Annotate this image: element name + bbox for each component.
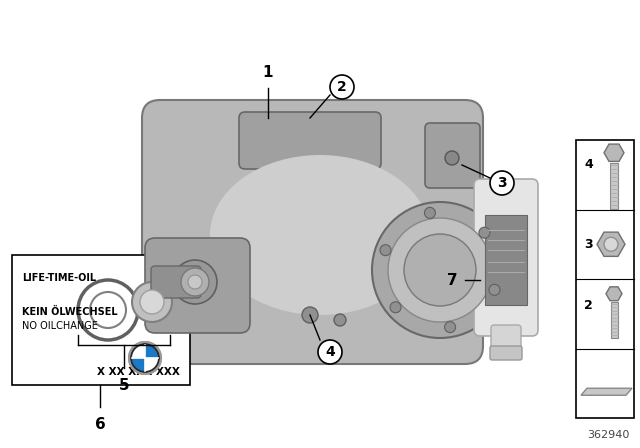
Text: 7: 7 <box>447 272 458 288</box>
Circle shape <box>388 218 492 322</box>
FancyBboxPatch shape <box>142 100 483 364</box>
Wedge shape <box>145 345 158 358</box>
Circle shape <box>380 245 391 256</box>
Text: 3: 3 <box>584 238 593 251</box>
FancyBboxPatch shape <box>151 266 201 298</box>
Wedge shape <box>132 345 145 358</box>
Bar <box>576 140 634 418</box>
Text: 1: 1 <box>263 65 273 80</box>
Circle shape <box>318 340 342 364</box>
Circle shape <box>390 302 401 313</box>
Text: 6: 6 <box>95 417 106 432</box>
FancyBboxPatch shape <box>425 123 480 188</box>
Wedge shape <box>145 358 158 371</box>
Bar <box>610 163 618 209</box>
Text: LIFE-TIME-OIL: LIFE-TIME-OIL <box>22 273 96 283</box>
Circle shape <box>90 292 126 328</box>
Text: NO OILCHANGE: NO OILCHANGE <box>22 321 98 331</box>
Circle shape <box>490 171 514 195</box>
Circle shape <box>188 275 202 289</box>
Text: 3: 3 <box>497 176 507 190</box>
Circle shape <box>489 284 500 295</box>
Circle shape <box>132 282 172 322</box>
Wedge shape <box>132 358 145 371</box>
FancyBboxPatch shape <box>145 238 250 333</box>
Circle shape <box>129 342 161 374</box>
Circle shape <box>334 314 346 326</box>
Circle shape <box>173 260 217 304</box>
Polygon shape <box>581 388 632 395</box>
Circle shape <box>479 227 490 238</box>
Text: 5: 5 <box>118 378 129 393</box>
Text: 2: 2 <box>584 299 593 312</box>
Circle shape <box>445 151 459 165</box>
Circle shape <box>140 290 164 314</box>
Bar <box>611 302 618 338</box>
Text: KEIN ÖLWECHSEL: KEIN ÖLWECHSEL <box>22 307 118 317</box>
FancyBboxPatch shape <box>474 179 538 336</box>
Circle shape <box>302 307 318 323</box>
Circle shape <box>604 237 618 251</box>
Bar <box>485 215 527 305</box>
Circle shape <box>445 322 456 332</box>
Circle shape <box>181 268 209 296</box>
FancyBboxPatch shape <box>491 325 521 353</box>
Ellipse shape <box>210 155 430 315</box>
Circle shape <box>330 75 354 99</box>
Text: X XX XXX XXX: X XX XXX XXX <box>97 367 180 377</box>
FancyBboxPatch shape <box>490 346 522 360</box>
Circle shape <box>404 234 476 306</box>
Circle shape <box>372 202 508 338</box>
Text: 362940: 362940 <box>588 430 630 440</box>
FancyBboxPatch shape <box>239 112 381 169</box>
Bar <box>12 255 190 385</box>
Text: 4: 4 <box>325 345 335 359</box>
Text: 2: 2 <box>337 80 347 94</box>
Circle shape <box>424 207 435 218</box>
Text: 4: 4 <box>584 158 593 171</box>
